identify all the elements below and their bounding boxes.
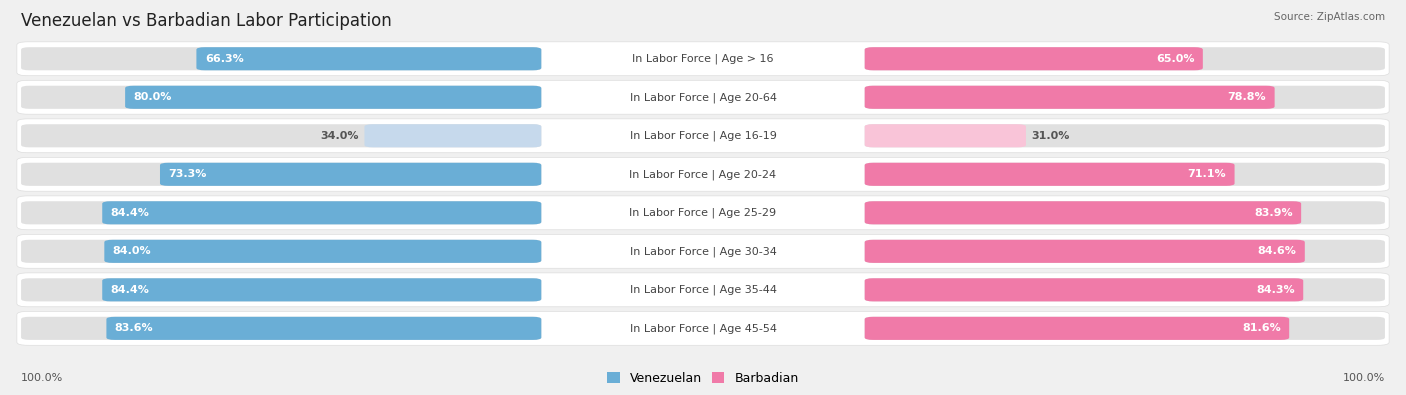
Text: In Labor Force | Age 25-29: In Labor Force | Age 25-29: [630, 207, 776, 218]
FancyBboxPatch shape: [17, 196, 1389, 230]
FancyBboxPatch shape: [865, 201, 1385, 224]
Text: 100.0%: 100.0%: [1343, 373, 1385, 383]
FancyBboxPatch shape: [21, 163, 541, 186]
Text: In Labor Force | Age 30-34: In Labor Force | Age 30-34: [630, 246, 776, 257]
FancyBboxPatch shape: [865, 240, 1385, 263]
Text: 34.0%: 34.0%: [321, 131, 359, 141]
FancyBboxPatch shape: [865, 86, 1385, 109]
FancyBboxPatch shape: [865, 201, 1301, 224]
Text: 84.4%: 84.4%: [111, 285, 149, 295]
Text: Venezuelan vs Barbadian Labor Participation: Venezuelan vs Barbadian Labor Participat…: [21, 12, 392, 30]
FancyBboxPatch shape: [865, 47, 1385, 70]
FancyBboxPatch shape: [17, 119, 1389, 153]
FancyBboxPatch shape: [865, 317, 1289, 340]
Text: 65.0%: 65.0%: [1156, 54, 1195, 64]
FancyBboxPatch shape: [21, 240, 541, 263]
FancyBboxPatch shape: [21, 278, 541, 301]
FancyBboxPatch shape: [21, 47, 541, 70]
FancyBboxPatch shape: [21, 201, 541, 224]
FancyBboxPatch shape: [865, 163, 1234, 186]
Text: 84.6%: 84.6%: [1257, 246, 1296, 256]
FancyBboxPatch shape: [21, 124, 541, 147]
Text: 78.8%: 78.8%: [1227, 92, 1267, 102]
Text: 83.6%: 83.6%: [115, 324, 153, 333]
Text: 81.6%: 81.6%: [1241, 324, 1281, 333]
Text: 84.4%: 84.4%: [111, 208, 149, 218]
FancyBboxPatch shape: [103, 201, 541, 224]
Text: 80.0%: 80.0%: [134, 92, 172, 102]
Text: 66.3%: 66.3%: [205, 54, 243, 64]
FancyBboxPatch shape: [865, 317, 1385, 340]
FancyBboxPatch shape: [160, 163, 541, 186]
FancyBboxPatch shape: [865, 86, 1275, 109]
Text: Source: ZipAtlas.com: Source: ZipAtlas.com: [1274, 12, 1385, 22]
FancyBboxPatch shape: [865, 163, 1385, 186]
Text: In Labor Force | Age 20-24: In Labor Force | Age 20-24: [630, 169, 776, 180]
Text: In Labor Force | Age > 16: In Labor Force | Age > 16: [633, 53, 773, 64]
Text: 84.3%: 84.3%: [1256, 285, 1295, 295]
FancyBboxPatch shape: [104, 240, 541, 263]
Text: 100.0%: 100.0%: [21, 373, 63, 383]
FancyBboxPatch shape: [17, 311, 1389, 345]
Text: In Labor Force | Age 16-19: In Labor Force | Age 16-19: [630, 130, 776, 141]
FancyBboxPatch shape: [364, 124, 541, 147]
FancyBboxPatch shape: [865, 124, 1385, 147]
FancyBboxPatch shape: [865, 124, 1026, 147]
FancyBboxPatch shape: [865, 47, 1202, 70]
FancyBboxPatch shape: [17, 42, 1389, 76]
FancyBboxPatch shape: [197, 47, 541, 70]
Text: 83.9%: 83.9%: [1254, 208, 1292, 218]
FancyBboxPatch shape: [17, 80, 1389, 114]
Text: 73.3%: 73.3%: [169, 169, 207, 179]
FancyBboxPatch shape: [17, 157, 1389, 191]
Text: 71.1%: 71.1%: [1188, 169, 1226, 179]
Text: In Labor Force | Age 45-54: In Labor Force | Age 45-54: [630, 323, 776, 334]
FancyBboxPatch shape: [125, 86, 541, 109]
Text: 84.0%: 84.0%: [112, 246, 152, 256]
FancyBboxPatch shape: [17, 273, 1389, 307]
FancyBboxPatch shape: [103, 278, 541, 301]
Text: 31.0%: 31.0%: [1032, 131, 1070, 141]
Text: In Labor Force | Age 35-44: In Labor Force | Age 35-44: [630, 284, 776, 295]
FancyBboxPatch shape: [107, 317, 541, 340]
FancyBboxPatch shape: [865, 240, 1305, 263]
FancyBboxPatch shape: [21, 317, 541, 340]
FancyBboxPatch shape: [17, 234, 1389, 268]
Text: In Labor Force | Age 20-64: In Labor Force | Age 20-64: [630, 92, 776, 103]
FancyBboxPatch shape: [21, 86, 541, 109]
FancyBboxPatch shape: [865, 278, 1303, 301]
FancyBboxPatch shape: [865, 278, 1385, 301]
Legend: Venezuelan, Barbadian: Venezuelan, Barbadian: [607, 372, 799, 385]
